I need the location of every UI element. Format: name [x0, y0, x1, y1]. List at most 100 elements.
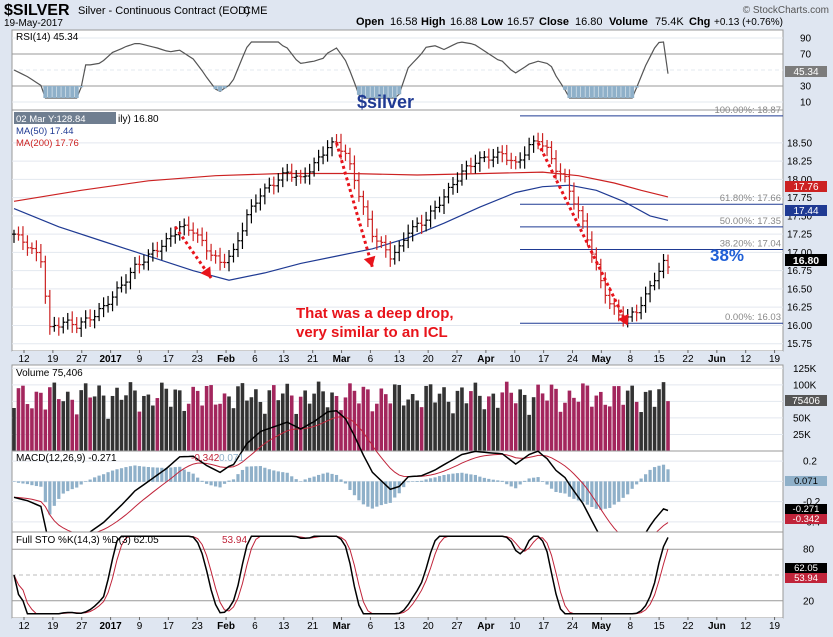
macd-hist-bar	[384, 481, 388, 504]
x-axis-label: Feb	[217, 621, 235, 632]
macd-hist-bar	[115, 469, 119, 482]
volume-bar	[455, 390, 460, 451]
volume-bar	[231, 408, 236, 451]
volume-bar	[339, 410, 343, 451]
macd-hist-bar	[303, 479, 307, 482]
volume-bar	[643, 391, 648, 451]
volume-bar	[48, 387, 52, 451]
macd-hist-bar	[352, 481, 357, 496]
sto-d-line	[13, 535, 669, 615]
x-axis-label: May	[592, 621, 612, 632]
price-tick-label: 16.50	[787, 284, 812, 295]
x-axis-label: Apr	[477, 354, 494, 365]
macd-hist-tag-bg	[785, 476, 827, 486]
volume-bar	[406, 399, 410, 451]
macd-tick-label: -0.2	[803, 497, 821, 508]
macd-hist-bar	[25, 481, 30, 485]
volume-value-tag: 75406	[792, 396, 820, 407]
volume-bar	[186, 403, 191, 451]
volume-panel-label: Volume 75,406	[16, 368, 83, 379]
volume-bar	[124, 395, 128, 451]
low-label: Low	[481, 16, 503, 28]
macd-hist-bar	[411, 481, 415, 482]
macd-signal-label: -0.342	[191, 453, 220, 464]
drop-arrow-head	[617, 313, 629, 326]
volume-bar	[258, 401, 263, 451]
macd-hist-bar	[505, 481, 509, 485]
macd-hist-bar	[182, 469, 186, 482]
macd-hist-bar	[388, 481, 392, 503]
x-axis-label: 12	[18, 354, 30, 365]
macd-hist-bar	[16, 481, 21, 483]
volume-bar	[97, 385, 101, 451]
x-axis-label: 6	[252, 621, 258, 632]
volume-bar	[634, 401, 639, 451]
macd-hist-bar	[79, 481, 83, 485]
volume-tick-label: 100K	[793, 380, 817, 391]
rsi-tick-label: 10	[800, 98, 812, 109]
volume-bar	[16, 388, 21, 451]
volume-bar	[594, 395, 599, 451]
volume-bar	[21, 385, 25, 451]
sto-grid	[12, 548, 783, 602]
volume-bar	[151, 405, 155, 451]
volume-bar	[509, 392, 514, 451]
volume-tag-bg	[785, 395, 827, 406]
x-axis-label: 19	[769, 621, 781, 632]
volume-bar	[65, 391, 70, 451]
macd-hist-bar	[514, 481, 518, 489]
volume-bar	[25, 404, 30, 451]
macd-hist-bar	[523, 480, 527, 482]
fibonacci-lines: 100.00%: 18.87 61.80%: 17.66 50.00%: 17.35…	[520, 105, 783, 324]
volume-bar	[330, 392, 334, 451]
x-axis-label: Jun	[708, 354, 726, 365]
ma50-legend: MA(50) 17.44	[16, 126, 74, 137]
volume-bar	[254, 389, 258, 451]
high-label: High	[421, 16, 446, 28]
macd-hist-bar	[196, 477, 200, 482]
macd-hist-bar	[397, 481, 401, 494]
macd-hist-bar	[420, 480, 424, 482]
macd-hist-bar	[424, 479, 428, 482]
volume-bar	[106, 418, 110, 451]
volume-bar	[661, 382, 666, 451]
ma200-line	[13, 171, 669, 202]
macd-hist-bar	[263, 467, 267, 482]
volume-bar	[285, 383, 290, 451]
macd-hist-bar	[88, 479, 92, 482]
macd-hist-bar	[267, 469, 271, 482]
x-axis-label: 10	[509, 354, 521, 365]
rsi-tick-label: 90	[800, 34, 812, 45]
drop-arrow-head	[200, 266, 212, 278]
price-tick-label: 16.25	[787, 303, 812, 314]
volume-tick-label: 50K	[793, 413, 811, 424]
x-axis-label: 9	[137, 354, 143, 365]
x-axis-label: 22	[682, 354, 694, 365]
volume-bar	[563, 402, 567, 451]
macd-hist-bar	[321, 473, 325, 482]
volume-bar	[222, 393, 227, 451]
volume-bar	[303, 390, 307, 451]
volume-bar	[621, 404, 626, 451]
macd-hist-bar	[191, 473, 195, 482]
volume-bar	[173, 389, 178, 451]
x-axis-label: Apr	[477, 621, 494, 632]
x-axis-label: 19	[47, 354, 59, 365]
macd-hist-bar	[48, 481, 52, 515]
macd-hist-bar	[375, 481, 379, 507]
rsi-oversold-fill	[43, 86, 639, 98]
chg-label: Chg	[689, 16, 710, 28]
volume-bar	[115, 387, 119, 451]
x-axis-label: 19	[769, 354, 781, 365]
x-axis-label: Mar	[333, 621, 351, 632]
legend-date-label: 02 Mar Y:128.84	[16, 114, 86, 125]
volume-bar	[397, 385, 402, 451]
macd-hist-bar	[110, 470, 115, 482]
ma50-tag-bg	[785, 205, 827, 216]
volume-bar	[204, 385, 209, 451]
volume-bars	[12, 381, 670, 451]
volume-bar	[110, 395, 115, 451]
volume-bar	[249, 397, 254, 451]
exchange: CME	[243, 5, 267, 17]
macd-hist-bar	[518, 481, 522, 485]
